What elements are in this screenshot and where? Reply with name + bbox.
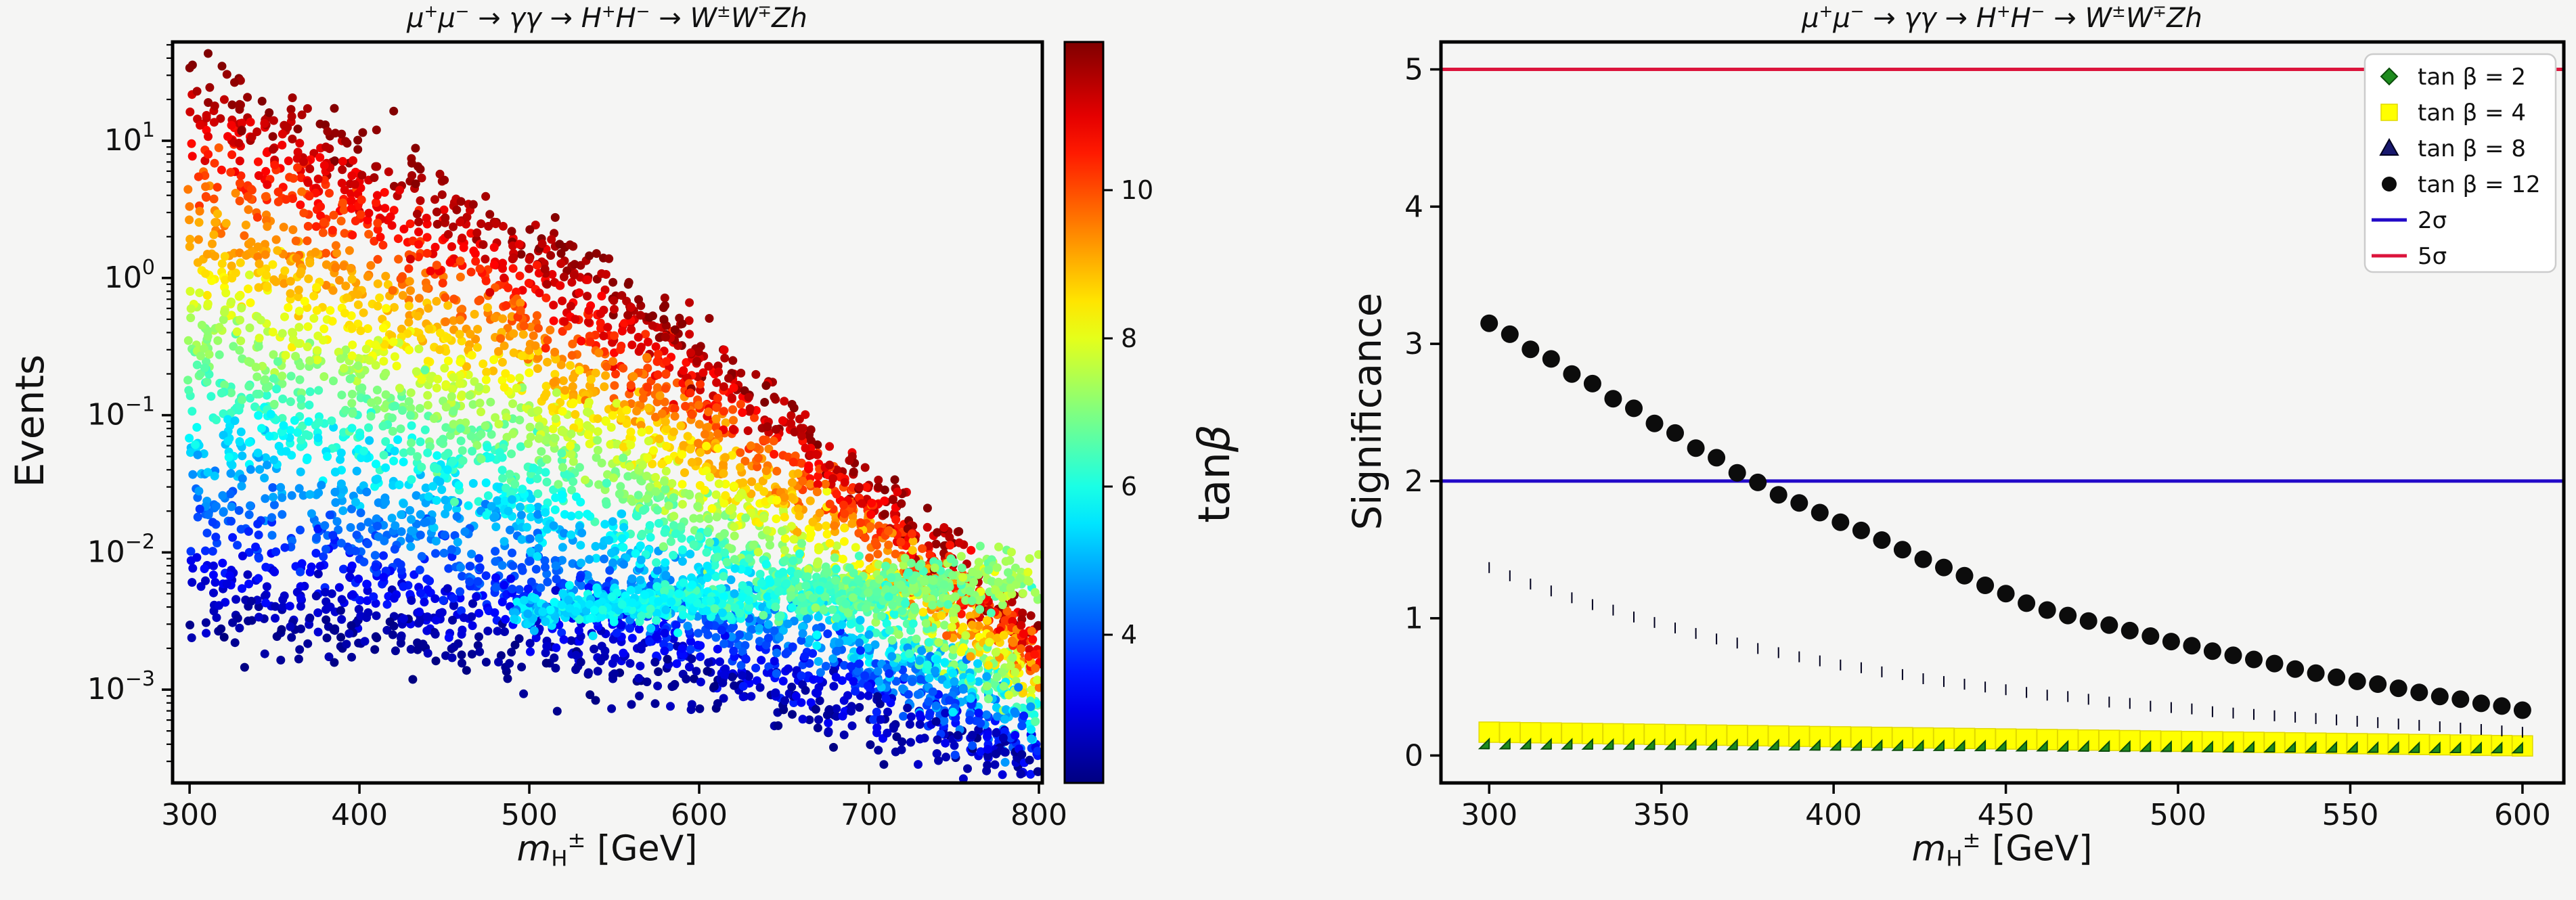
right-x-axis-label: mH± [GeV] — [1911, 827, 2093, 872]
events-scatter-points — [183, 49, 1042, 783]
right-y-axis-label: Significance — [1344, 292, 1390, 531]
left-y-axis-label: Events — [7, 354, 53, 488]
colorbar-label: tanβ — [1190, 424, 1240, 523]
series-triangle — [1488, 562, 2523, 738]
right-chart-title: μ+μ− → γγ → H+H− → W±W∓Zh — [1802, 1, 2202, 34]
left-chart-title: μ+μ− → γγ → H+H− → W±W∓Zh — [407, 1, 807, 34]
series-diamond — [1478, 737, 2523, 754]
left-x-ticks: 300 400 500 600 700 800 — [161, 783, 1067, 832]
right-x-ticks: 300 350 400 450 500 550 600 — [1461, 783, 2551, 832]
series-circle — [1480, 314, 2531, 719]
left-x-axis-label: mH± [GeV] — [516, 827, 698, 872]
